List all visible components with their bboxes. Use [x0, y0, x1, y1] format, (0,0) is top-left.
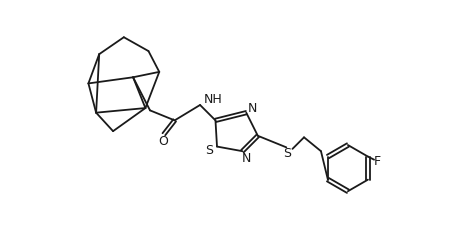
Text: O: O [158, 135, 168, 148]
Text: S: S [205, 144, 213, 157]
Text: F: F [373, 155, 380, 168]
Text: S: S [282, 147, 290, 160]
Text: N: N [247, 102, 257, 115]
Text: NH: NH [203, 93, 222, 106]
Text: N: N [241, 152, 250, 165]
